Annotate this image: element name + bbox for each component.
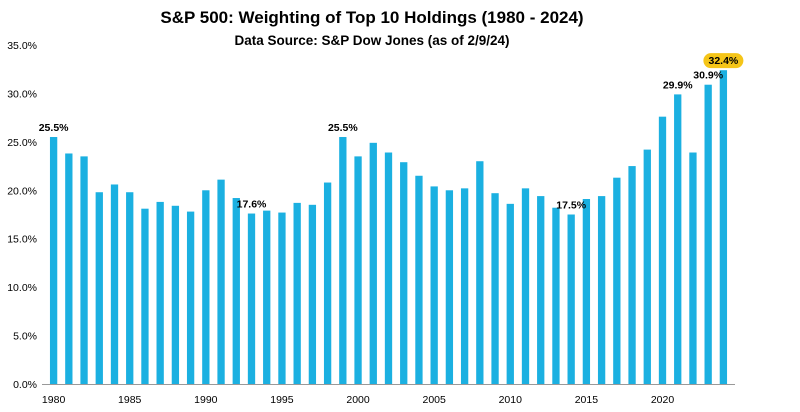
data-label-1993: 17.6%	[237, 199, 267, 211]
bar-1998	[323, 182, 332, 384]
bar-series	[49, 70, 728, 384]
bar-2014	[567, 214, 575, 384]
bar-2003	[400, 162, 408, 384]
bar-1980	[49, 137, 58, 384]
bar-2001	[369, 142, 377, 384]
bar-1988	[171, 205, 180, 384]
bar-1997	[308, 204, 317, 384]
bar-1990	[202, 190, 210, 384]
bar-2009	[491, 193, 499, 384]
bar-2019	[643, 149, 651, 384]
bar-1983	[95, 192, 103, 384]
bar-2018	[628, 166, 636, 384]
bar-1996	[293, 202, 301, 384]
x-tick-label: 2010	[499, 394, 523, 406]
chart-subtitle: Data Source: S&P Dow Jones (as of 2/9/24…	[234, 33, 509, 48]
bar-2023	[704, 84, 712, 384]
y-tick-label: 10.0%	[7, 282, 37, 294]
bar-2008	[476, 161, 484, 384]
data-label-2024: 32.4%	[708, 55, 738, 67]
bar-2017	[613, 177, 621, 384]
bar-2020	[658, 116, 667, 384]
y-tick-label: 25.0%	[7, 137, 37, 149]
bar-2013	[552, 207, 560, 384]
bar-1999	[339, 137, 347, 384]
bar-1982	[80, 156, 88, 384]
x-tick-label: 2000	[346, 394, 370, 406]
bar-2005	[430, 186, 438, 384]
highlight-pill	[703, 53, 744, 69]
bar-2000	[354, 156, 362, 384]
data-label-2023: 30.9%	[693, 70, 723, 82]
bar-2007	[460, 188, 469, 384]
bar-1989	[186, 211, 195, 384]
bar-1987	[156, 201, 164, 384]
x-tick-label: 1985	[118, 394, 142, 406]
bar-1992	[232, 198, 240, 384]
y-tick-label: 5.0%	[13, 331, 37, 343]
bar-2006	[445, 190, 454, 384]
bar-1984	[110, 184, 119, 384]
x-tick-label: 1980	[42, 394, 66, 406]
bar-2010	[506, 203, 514, 384]
x-tick-label: 2015	[575, 394, 599, 406]
y-tick-label: 15.0%	[7, 234, 37, 246]
x-axis: 1980 1985 1990 1995 2000 2005 2010 2015 2020	[42, 394, 674, 406]
data-label-1999: 25.5%	[328, 122, 358, 134]
bar-2021	[674, 94, 682, 384]
bar-1991	[217, 179, 225, 384]
bar-1986	[141, 208, 149, 384]
bar-1995	[278, 212, 286, 384]
x-tick-label: 1995	[270, 394, 294, 406]
data-labels: 25.5% 17.6% 25.5% 17.5% 29.9%30.9% 32.4%	[39, 53, 744, 212]
x-tick-label: 2020	[651, 394, 675, 406]
y-axis: 0.0% 5.0% 10.0% 15.0% 20.0% 25.0% 30.0% 35.0%	[7, 40, 37, 391]
bar-2011	[521, 188, 530, 384]
y-tick-label: 30.0%	[7, 88, 37, 100]
bar-1985	[126, 192, 134, 384]
data-label-1980: 25.5%	[39, 122, 69, 134]
bar-1994	[263, 210, 271, 384]
y-tick-label: 0.0%	[13, 379, 37, 391]
bar-2012	[537, 196, 545, 384]
y-tick-label: 20.0%	[7, 185, 37, 197]
bar-1993	[247, 213, 256, 384]
data-label-2021: 29.9%	[663, 79, 693, 91]
bar-1981	[65, 153, 73, 384]
x-tick-label: 1990	[194, 394, 218, 406]
data-label-2014: 17.5%	[556, 200, 586, 212]
bar-2022	[689, 152, 697, 384]
chart-title: S&P 500: Weighting of Top 10 Holdings (1…	[160, 8, 583, 27]
x-tick-label: 2005	[422, 394, 446, 406]
bar-2016	[597, 196, 606, 384]
bar-2002	[384, 152, 393, 384]
y-tick-label: 35.0%	[7, 40, 37, 52]
bar-2024	[719, 70, 728, 384]
bar-2004	[415, 175, 423, 384]
bar-2015	[582, 199, 591, 384]
